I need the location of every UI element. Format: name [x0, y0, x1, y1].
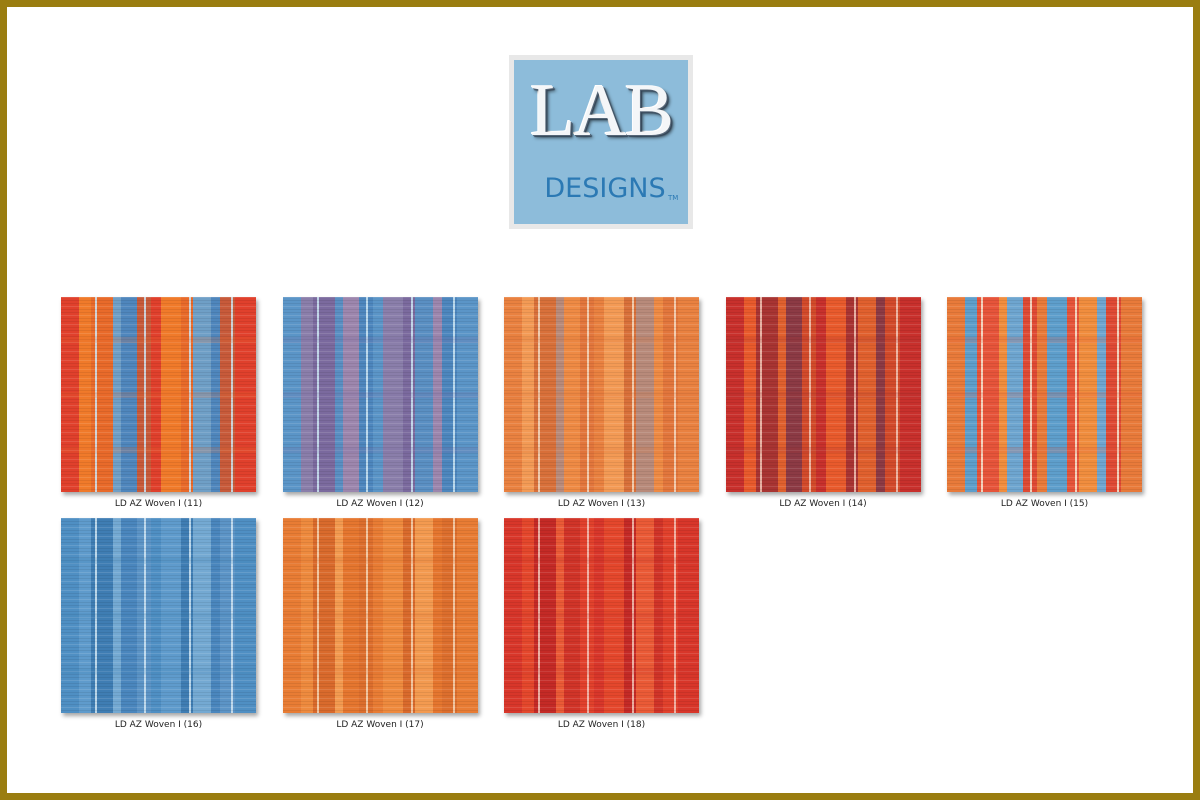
- logo-panel: LAB DESIGNS TM: [514, 60, 688, 224]
- woven-swatch[interactable]: [947, 297, 1142, 492]
- logo-sub-text: DESIGNS: [544, 173, 666, 204]
- tile-caption: LD AZ Woven I (14): [779, 499, 867, 509]
- pattern-tile-15[interactable]: LD AZ Woven I (15): [947, 297, 1142, 518]
- pattern-tile-16[interactable]: LD AZ Woven I (16): [61, 518, 256, 739]
- logo-main-text: LAB: [530, 70, 674, 152]
- pattern-tile-14[interactable]: LD AZ Woven I (14): [725, 297, 921, 518]
- tile-caption: LD AZ Woven I (17): [336, 720, 424, 730]
- logo-trademark: TM: [668, 194, 679, 202]
- pattern-tile-17[interactable]: LD AZ Woven I (17): [282, 518, 478, 739]
- woven-swatch[interactable]: [504, 297, 699, 492]
- pattern-grid: LD AZ Woven I (11) LD AZ Woven I (12) LD…: [61, 297, 1142, 739]
- woven-swatch[interactable]: [61, 297, 256, 492]
- woven-swatch[interactable]: [61, 518, 256, 713]
- woven-swatch[interactable]: [282, 518, 478, 713]
- tile-caption: LD AZ Woven I (15): [1000, 499, 1089, 509]
- pattern-tile-13[interactable]: LD AZ Woven I (13): [504, 297, 699, 518]
- woven-swatch[interactable]: [282, 297, 478, 492]
- tile-caption: LD AZ Woven I (13): [557, 499, 646, 509]
- pattern-tile-12[interactable]: LD AZ Woven I (12): [282, 297, 478, 518]
- pattern-tile-18[interactable]: LD AZ Woven I (18): [504, 518, 699, 739]
- woven-swatch[interactable]: [504, 518, 699, 713]
- woven-swatch[interactable]: [725, 297, 921, 492]
- tile-caption: LD AZ Woven I (16): [114, 720, 203, 730]
- tile-caption: LD AZ Woven I (18): [557, 720, 646, 730]
- pattern-tile-11[interactable]: LD AZ Woven I (11): [61, 297, 256, 518]
- lab-designs-logo: LAB DESIGNS TM: [509, 55, 693, 229]
- tile-caption: LD AZ Woven I (12): [336, 499, 424, 509]
- tile-caption: LD AZ Woven I (11): [114, 499, 203, 509]
